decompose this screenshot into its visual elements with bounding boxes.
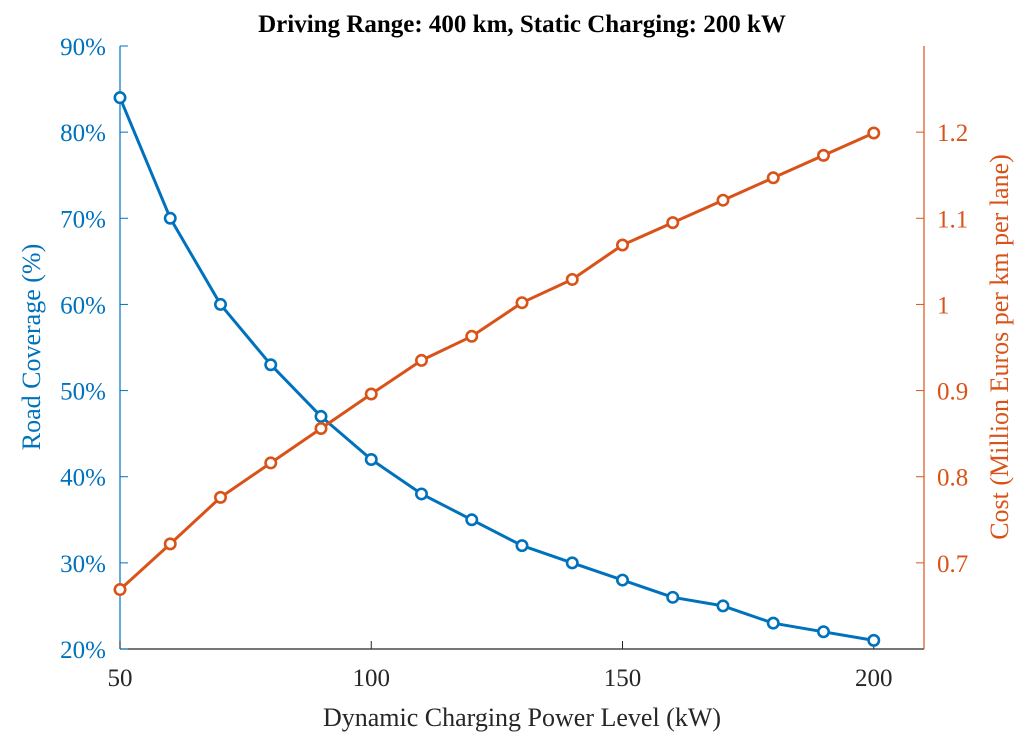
x-tick-label: 50 (108, 665, 133, 692)
cost-point (314, 421, 328, 435)
road-coverage-point (163, 211, 177, 225)
road-coverage-point (264, 358, 278, 372)
cost-point (565, 272, 579, 286)
road-coverage-point (666, 590, 680, 604)
left-y-tick-label: 60% (60, 292, 106, 319)
x-tick-label: 150 (604, 665, 642, 692)
road-coverage-point (816, 625, 830, 639)
road-coverage-point (515, 539, 529, 553)
left-y-axis-label: Road Coverage (%) (17, 244, 46, 450)
left-y-tick-label: 20% (60, 637, 106, 664)
road-coverage-series-line (118, 97, 875, 642)
cost-point (766, 171, 780, 185)
cost-point (465, 329, 479, 343)
left-y-tick-label: 50% (60, 379, 106, 406)
right-y-tick-label: 1.1 (937, 206, 968, 233)
x-tick-label: 100 (353, 665, 391, 692)
right-y-tick-label: 1.2 (937, 120, 968, 147)
cost-point (214, 490, 228, 504)
road-coverage-point (214, 297, 228, 311)
chart-title: Driving Range: 400 km, Static Charging: … (258, 11, 786, 38)
cost-point (666, 216, 680, 230)
right-y-tick-label: 1 (937, 292, 950, 319)
road-coverage-point (314, 409, 328, 423)
x-axis-label: Dynamic Charging Power Level (kW) (323, 703, 721, 732)
cost-point (716, 193, 730, 207)
left-y-tick-label: 70% (60, 206, 106, 233)
left-y-tick-label: 80% (60, 120, 106, 147)
road-coverage-point (364, 452, 378, 466)
cost-point (414, 353, 428, 367)
road-coverage-point (414, 487, 428, 501)
left-y-tick-label: 90% (60, 34, 106, 61)
road-coverage-point (867, 633, 881, 647)
road-coverage-point (615, 573, 629, 587)
road-coverage-point (565, 556, 579, 570)
road-coverage-point (465, 513, 479, 527)
cost-point (264, 456, 278, 470)
chart-axes (119, 46, 925, 650)
right-y-tick-label: 0.9 (937, 379, 968, 406)
cost-series-line (118, 131, 875, 591)
left-y-axis-ticks: 20% 30% 40% 50% 60% 70% 80% 90% (60, 34, 128, 664)
cost-point (615, 238, 629, 252)
right-y-tick-label: 0.8 (937, 465, 968, 492)
road-coverage-point (716, 599, 730, 613)
cost-point (816, 148, 830, 162)
left-y-tick-label: 40% (60, 465, 106, 492)
left-y-tick-label: 30% (60, 551, 106, 578)
cost-point (867, 126, 881, 140)
cost-point (515, 296, 529, 310)
series-layer (113, 91, 881, 647)
x-tick-label: 200 (855, 665, 893, 692)
right-y-tick-label: 0.7 (937, 551, 968, 578)
right-y-axis-label: Cost (Million Euros per km per lane) (985, 154, 1014, 540)
road-coverage-point (113, 91, 127, 105)
right-y-axis-ticks: 0.7 0.8 0.9 1 1.1 1.2 (916, 120, 968, 578)
road-coverage-point (766, 616, 780, 630)
cost-point (364, 387, 378, 401)
cost-point (113, 583, 127, 597)
cost-point (163, 537, 177, 551)
x-axis-ticks: 50 100 150 200 (108, 641, 893, 692)
